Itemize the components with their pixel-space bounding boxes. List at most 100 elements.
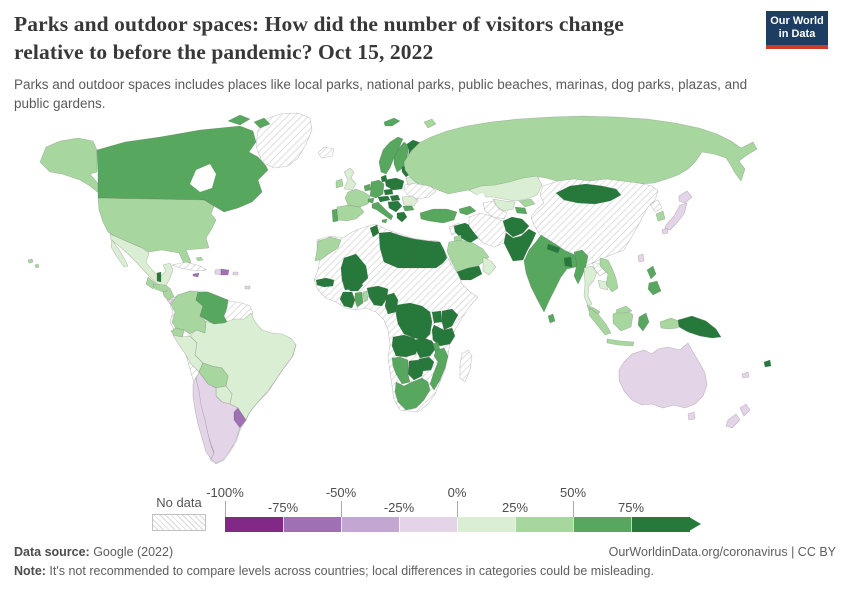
country-switzerland[interactable] [367,197,375,204]
country-borneo-malaysia[interactable] [615,305,633,314]
country-belize[interactable] [156,271,162,283]
country-morocco[interactable] [314,236,342,262]
country-sri-lanka[interactable] [547,313,556,324]
country-new-caledonia[interactable] [741,371,750,379]
country-oman[interactable] [482,256,497,276]
country-poland[interactable] [384,177,405,191]
country-puerto-rico[interactable] [232,271,239,276]
country-nigeria[interactable] [366,285,389,307]
country-zambia[interactable] [413,337,437,359]
country-czechia[interactable] [383,188,394,196]
country-kazakhstan[interactable] [468,175,543,202]
country-madagascar[interactable] [459,349,473,383]
legend-segment[interactable] [631,517,690,532]
country-india[interactable] [523,234,581,313]
country-tanzania[interactable] [431,324,456,347]
country-new-zealand-south[interactable] [725,413,741,429]
country-greenland[interactable] [255,112,313,169]
country-japan-kyushu[interactable] [661,227,669,235]
country-iceland[interactable] [317,146,335,159]
country-drc[interactable] [395,302,433,341]
country-mexico[interactable] [109,233,174,287]
country-arctic-island-1[interactable] [227,114,251,126]
country-hungary[interactable] [389,194,401,202]
country-chile[interactable] [192,377,215,460]
country-caucasus[interactable] [458,205,477,216]
country-germany[interactable] [369,179,385,199]
country-honduras[interactable] [152,283,172,293]
country-new-zealand-north[interactable] [739,403,751,417]
country-nepal[interactable] [546,243,561,254]
country-japan-hokkaido[interactable] [678,190,693,204]
country-benin[interactable] [362,290,369,303]
country-hawaii-2[interactable] [34,263,40,269]
country-cuba[interactable] [171,261,208,272]
country-haiti[interactable] [214,268,222,276]
country-pakistan[interactable] [503,228,537,262]
country-thailand[interactable] [583,265,598,307]
country-japan-honshu[interactable] [664,202,688,231]
country-taiwan[interactable] [637,253,645,263]
country-baja-california[interactable] [110,239,129,268]
country-greece[interactable] [396,211,408,223]
country-turkmenistan[interactable] [482,200,508,220]
legend-segment[interactable] [399,517,458,532]
country-ireland[interactable] [335,178,344,189]
country-yemen[interactable] [456,265,483,281]
legend-segment[interactable] [573,517,632,532]
country-afghanistan[interactable] [502,216,530,238]
country-saudi-arabia[interactable] [446,239,490,273]
country-mozambique[interactable] [429,347,449,391]
country-united-kingdom[interactable] [343,167,357,191]
country-romania[interactable] [401,195,419,207]
country-fiji[interactable] [763,359,772,368]
country-bangladesh[interactable] [563,256,573,268]
no-data-swatch[interactable] [152,514,206,531]
country-cote-divoire[interactable] [339,291,356,309]
legend-segment[interactable] [457,517,516,532]
country-trinidad[interactable] [244,285,251,290]
country-kyrgyzstan[interactable] [518,198,536,208]
country-cambodia[interactable] [597,279,609,291]
country-norway[interactable] [378,136,404,175]
country-ghana[interactable] [354,291,364,308]
country-bulgaria[interactable] [402,205,415,212]
country-australia[interactable] [618,342,708,409]
country-laos[interactable] [591,261,607,277]
country-west-papua[interactable] [659,317,680,330]
country-java[interactable] [606,338,635,347]
country-jamaica[interactable] [192,272,200,278]
country-vietnam[interactable] [599,257,619,293]
country-senegal[interactable] [315,277,335,288]
country-austria[interactable] [377,195,391,203]
country-nicaragua[interactable] [162,289,175,301]
country-north-korea[interactable] [649,199,663,213]
legend-segment[interactable] [225,517,283,532]
country-turkey[interactable] [419,208,458,224]
country-burkina-faso[interactable] [345,280,364,292]
country-south-korea[interactable] [655,210,666,222]
legend-segment[interactable] [283,517,342,532]
country-cameroon[interactable] [384,292,399,315]
country-balkans[interactable] [387,200,403,213]
country-china[interactable] [530,178,659,268]
country-philippines-north[interactable] [646,265,657,280]
country-kenya[interactable] [441,308,459,331]
country-papua-new-guinea[interactable] [677,315,722,339]
country-south-africa[interactable] [394,377,431,411]
country-dominican-republic[interactable] [220,268,230,276]
country-egypt[interactable] [413,238,448,269]
country-guatemala[interactable] [145,276,157,290]
country-angola[interactable] [391,334,419,358]
country-svalbard[interactable] [383,117,401,127]
country-spain[interactable] [336,204,365,222]
owid-logo[interactable]: Our World in Data [766,11,828,49]
country-philippines-south[interactable] [647,280,662,296]
country-tajikistan[interactable] [514,206,528,215]
country-alaska[interactable] [39,137,109,198]
country-mongolia[interactable] [555,183,622,205]
country-benelux[interactable] [363,183,372,192]
legend-segment[interactable] [515,517,574,532]
country-bahamas[interactable] [195,256,204,262]
country-portugal[interactable] [331,208,339,223]
